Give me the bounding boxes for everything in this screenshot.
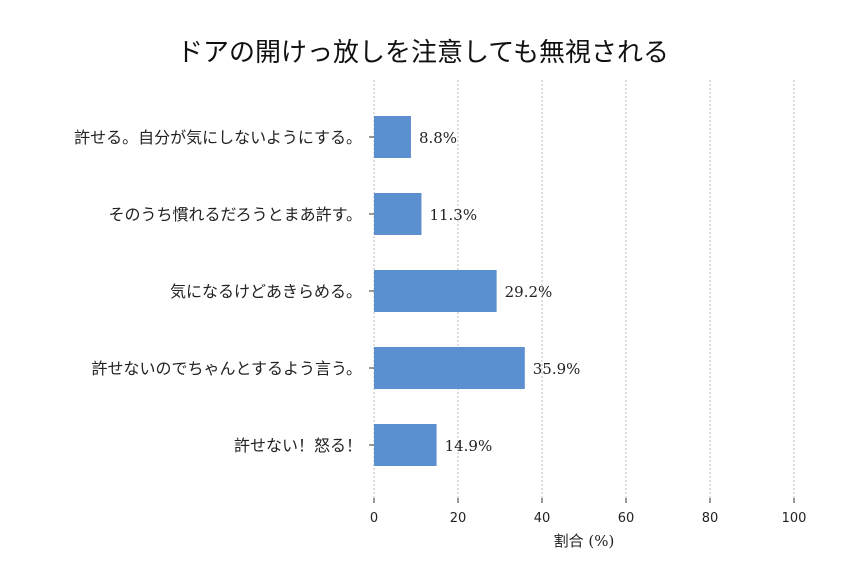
x-tick-label: 60 — [618, 511, 635, 526]
category-labels: 許せる。自分が気にしないようにする。そのうち慣れるだろうとまあ許す。気になるけど… — [74, 128, 362, 455]
bar — [374, 193, 422, 235]
bars — [374, 116, 525, 466]
x-tick-label: 0 — [370, 511, 378, 526]
x-tick-label: 40 — [534, 511, 551, 526]
category-label: そのうち慣れるだろうとまあ許す。 — [109, 205, 362, 224]
x-tick-label: 100 — [782, 511, 807, 526]
data-label: 8.8% — [419, 129, 457, 147]
data-label: 14.9% — [445, 437, 493, 455]
bar — [374, 424, 437, 466]
data-label: 35.9% — [533, 360, 581, 378]
category-label: 気になるけどあきらめる。 — [170, 282, 362, 301]
bar — [374, 347, 525, 389]
x-axis-ticks: 0 20 40 60 80 100 — [369, 136, 807, 526]
bar — [374, 116, 411, 158]
bar — [374, 270, 497, 312]
chart-title: ドアの開けっ放しを注意しても無視される — [177, 38, 669, 68]
data-label: 11.3% — [429, 206, 477, 224]
x-tick-label: 20 — [450, 511, 467, 526]
x-axis-label: 割合 (%) — [554, 532, 615, 550]
category-label: 許せる。自分が気にしないようにする。 — [74, 128, 362, 147]
category-label: 許せないのでちゃんとするよう言う。 — [91, 359, 362, 378]
data-label: 29.2% — [505, 283, 553, 301]
x-tick-label: 80 — [702, 511, 719, 526]
category-label: 許せない！怒る！ — [234, 436, 362, 455]
data-labels: 8.8% 11.3% 29.2% 35.9% 14.9% — [419, 129, 580, 455]
